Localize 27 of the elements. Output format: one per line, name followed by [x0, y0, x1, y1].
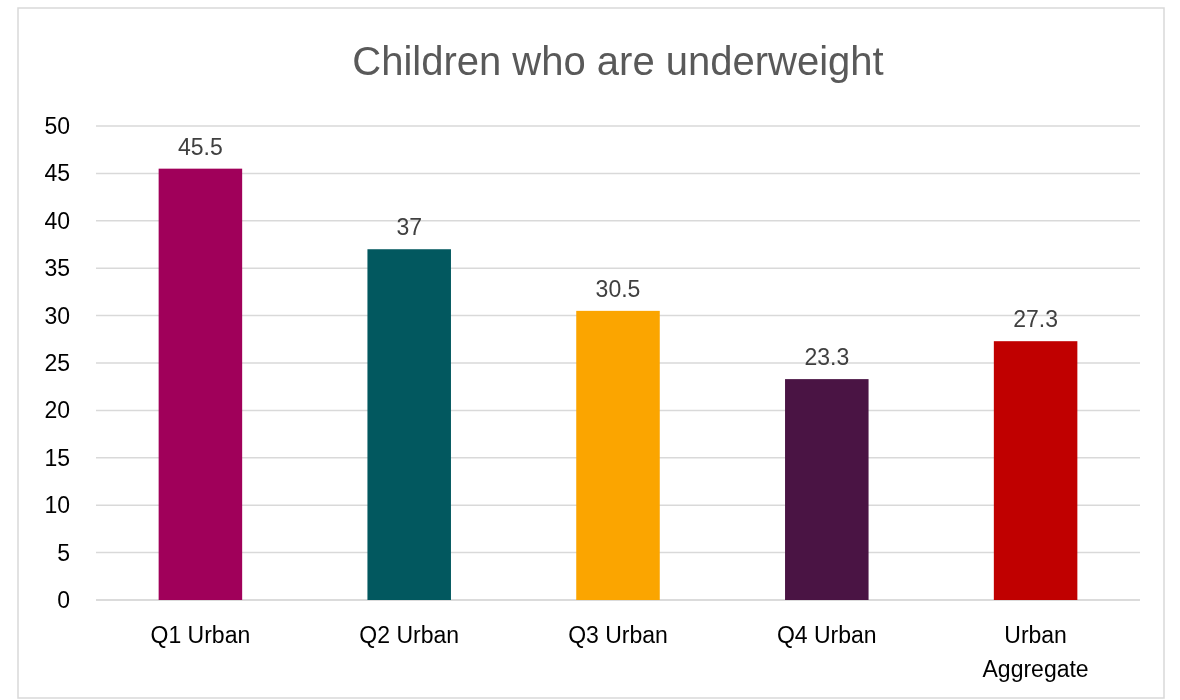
data-label: 27.3: [1013, 306, 1058, 333]
y-tick-label: 15: [44, 444, 70, 471]
x-tick-label: Urban Aggregate: [982, 622, 1089, 682]
y-tick-label: 25: [44, 350, 70, 377]
y-tick-label: 30: [44, 302, 70, 329]
x-tick-label: Q1 Urban: [150, 622, 251, 648]
y-tick-label: 20: [44, 397, 70, 424]
x-tick-label: Q2 Urban: [359, 622, 460, 648]
y-tick-label: 45: [44, 160, 70, 187]
bar: [367, 249, 451, 600]
x-tick-label: Q4 Urban: [776, 622, 877, 648]
bar: [576, 310, 660, 600]
y-tick-label: 50: [44, 113, 70, 140]
bar: [993, 341, 1078, 600]
data-label: 23.3: [804, 344, 850, 371]
x-tick-label: Q3 Urban: [568, 622, 668, 648]
bar: [158, 168, 243, 600]
y-tick-label: 0: [57, 587, 70, 614]
y-tick-label: 35: [44, 255, 70, 282]
data-label: 30.5: [595, 275, 641, 302]
data-label: 45.5: [178, 133, 223, 160]
y-tick-label: 5: [57, 539, 70, 566]
y-tick-label: 40: [44, 207, 70, 234]
y-tick-label: 10: [44, 492, 70, 519]
data-label: 37: [396, 214, 422, 241]
bar: [785, 379, 869, 600]
chart-title: Children who are underweight: [352, 39, 884, 83]
